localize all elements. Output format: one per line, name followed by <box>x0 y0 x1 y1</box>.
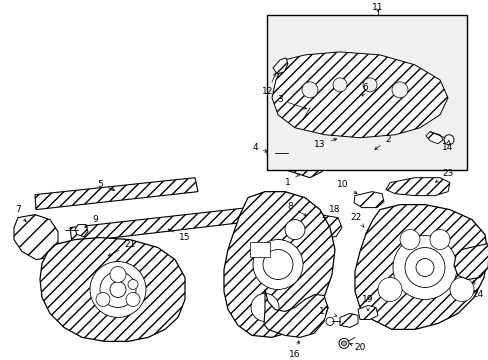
Circle shape <box>126 292 140 306</box>
Circle shape <box>338 338 348 348</box>
Circle shape <box>252 239 303 289</box>
Polygon shape <box>453 244 488 279</box>
Polygon shape <box>425 132 442 144</box>
Circle shape <box>90 261 146 318</box>
Text: 9: 9 <box>84 215 98 228</box>
Polygon shape <box>306 108 312 114</box>
Text: 22: 22 <box>350 213 363 227</box>
Polygon shape <box>285 125 329 178</box>
Polygon shape <box>264 289 327 337</box>
Polygon shape <box>272 58 287 74</box>
Text: 19: 19 <box>362 295 373 311</box>
Bar <box>249 242 269 257</box>
Circle shape <box>377 278 401 301</box>
Circle shape <box>266 149 274 157</box>
Text: 8: 8 <box>286 202 306 216</box>
Circle shape <box>250 293 279 321</box>
Text: 7: 7 <box>15 205 26 222</box>
Polygon shape <box>353 192 383 208</box>
Circle shape <box>96 292 110 306</box>
Text: 6: 6 <box>361 84 367 96</box>
Polygon shape <box>329 115 394 165</box>
Circle shape <box>391 82 407 98</box>
Circle shape <box>415 258 433 276</box>
Circle shape <box>392 235 456 300</box>
Text: 13: 13 <box>314 139 336 149</box>
Circle shape <box>263 249 292 279</box>
Polygon shape <box>70 208 249 243</box>
Text: 20: 20 <box>349 343 365 352</box>
Circle shape <box>100 271 136 307</box>
Circle shape <box>110 282 126 297</box>
Circle shape <box>449 278 473 301</box>
Circle shape <box>110 266 126 283</box>
Circle shape <box>285 220 305 239</box>
Text: 21: 21 <box>108 240 135 256</box>
Text: 11: 11 <box>371 4 383 13</box>
Text: 15: 15 <box>168 229 190 242</box>
Text: 17: 17 <box>319 307 336 316</box>
Polygon shape <box>354 92 369 107</box>
Circle shape <box>399 230 419 249</box>
Text: 10: 10 <box>337 180 356 194</box>
Circle shape <box>332 78 346 92</box>
Circle shape <box>429 230 449 249</box>
Text: 24: 24 <box>471 281 483 299</box>
Text: 14: 14 <box>442 140 453 152</box>
Polygon shape <box>274 149 282 157</box>
Polygon shape <box>354 204 487 329</box>
Polygon shape <box>339 314 357 327</box>
Polygon shape <box>357 305 377 319</box>
Circle shape <box>325 318 333 325</box>
Polygon shape <box>40 238 184 341</box>
Polygon shape <box>14 215 58 260</box>
Bar <box>266 15 466 170</box>
Circle shape <box>404 248 444 288</box>
Polygon shape <box>35 178 198 210</box>
Text: 18: 18 <box>322 205 340 218</box>
Polygon shape <box>75 225 88 237</box>
Text: 3: 3 <box>277 95 306 109</box>
Circle shape <box>443 135 453 145</box>
Text: 23: 23 <box>435 169 453 182</box>
Polygon shape <box>293 215 341 239</box>
Text: 2: 2 <box>374 135 390 150</box>
Text: 5: 5 <box>97 180 115 191</box>
Polygon shape <box>385 178 449 195</box>
Polygon shape <box>271 52 447 138</box>
Text: 16: 16 <box>289 341 300 359</box>
Circle shape <box>362 78 376 92</box>
Circle shape <box>341 341 346 346</box>
Text: 12: 12 <box>262 73 275 96</box>
Circle shape <box>305 102 313 110</box>
Text: 1: 1 <box>285 174 300 187</box>
Polygon shape <box>224 192 334 337</box>
Circle shape <box>302 82 317 98</box>
Text: 4: 4 <box>252 143 267 152</box>
Circle shape <box>128 279 138 289</box>
